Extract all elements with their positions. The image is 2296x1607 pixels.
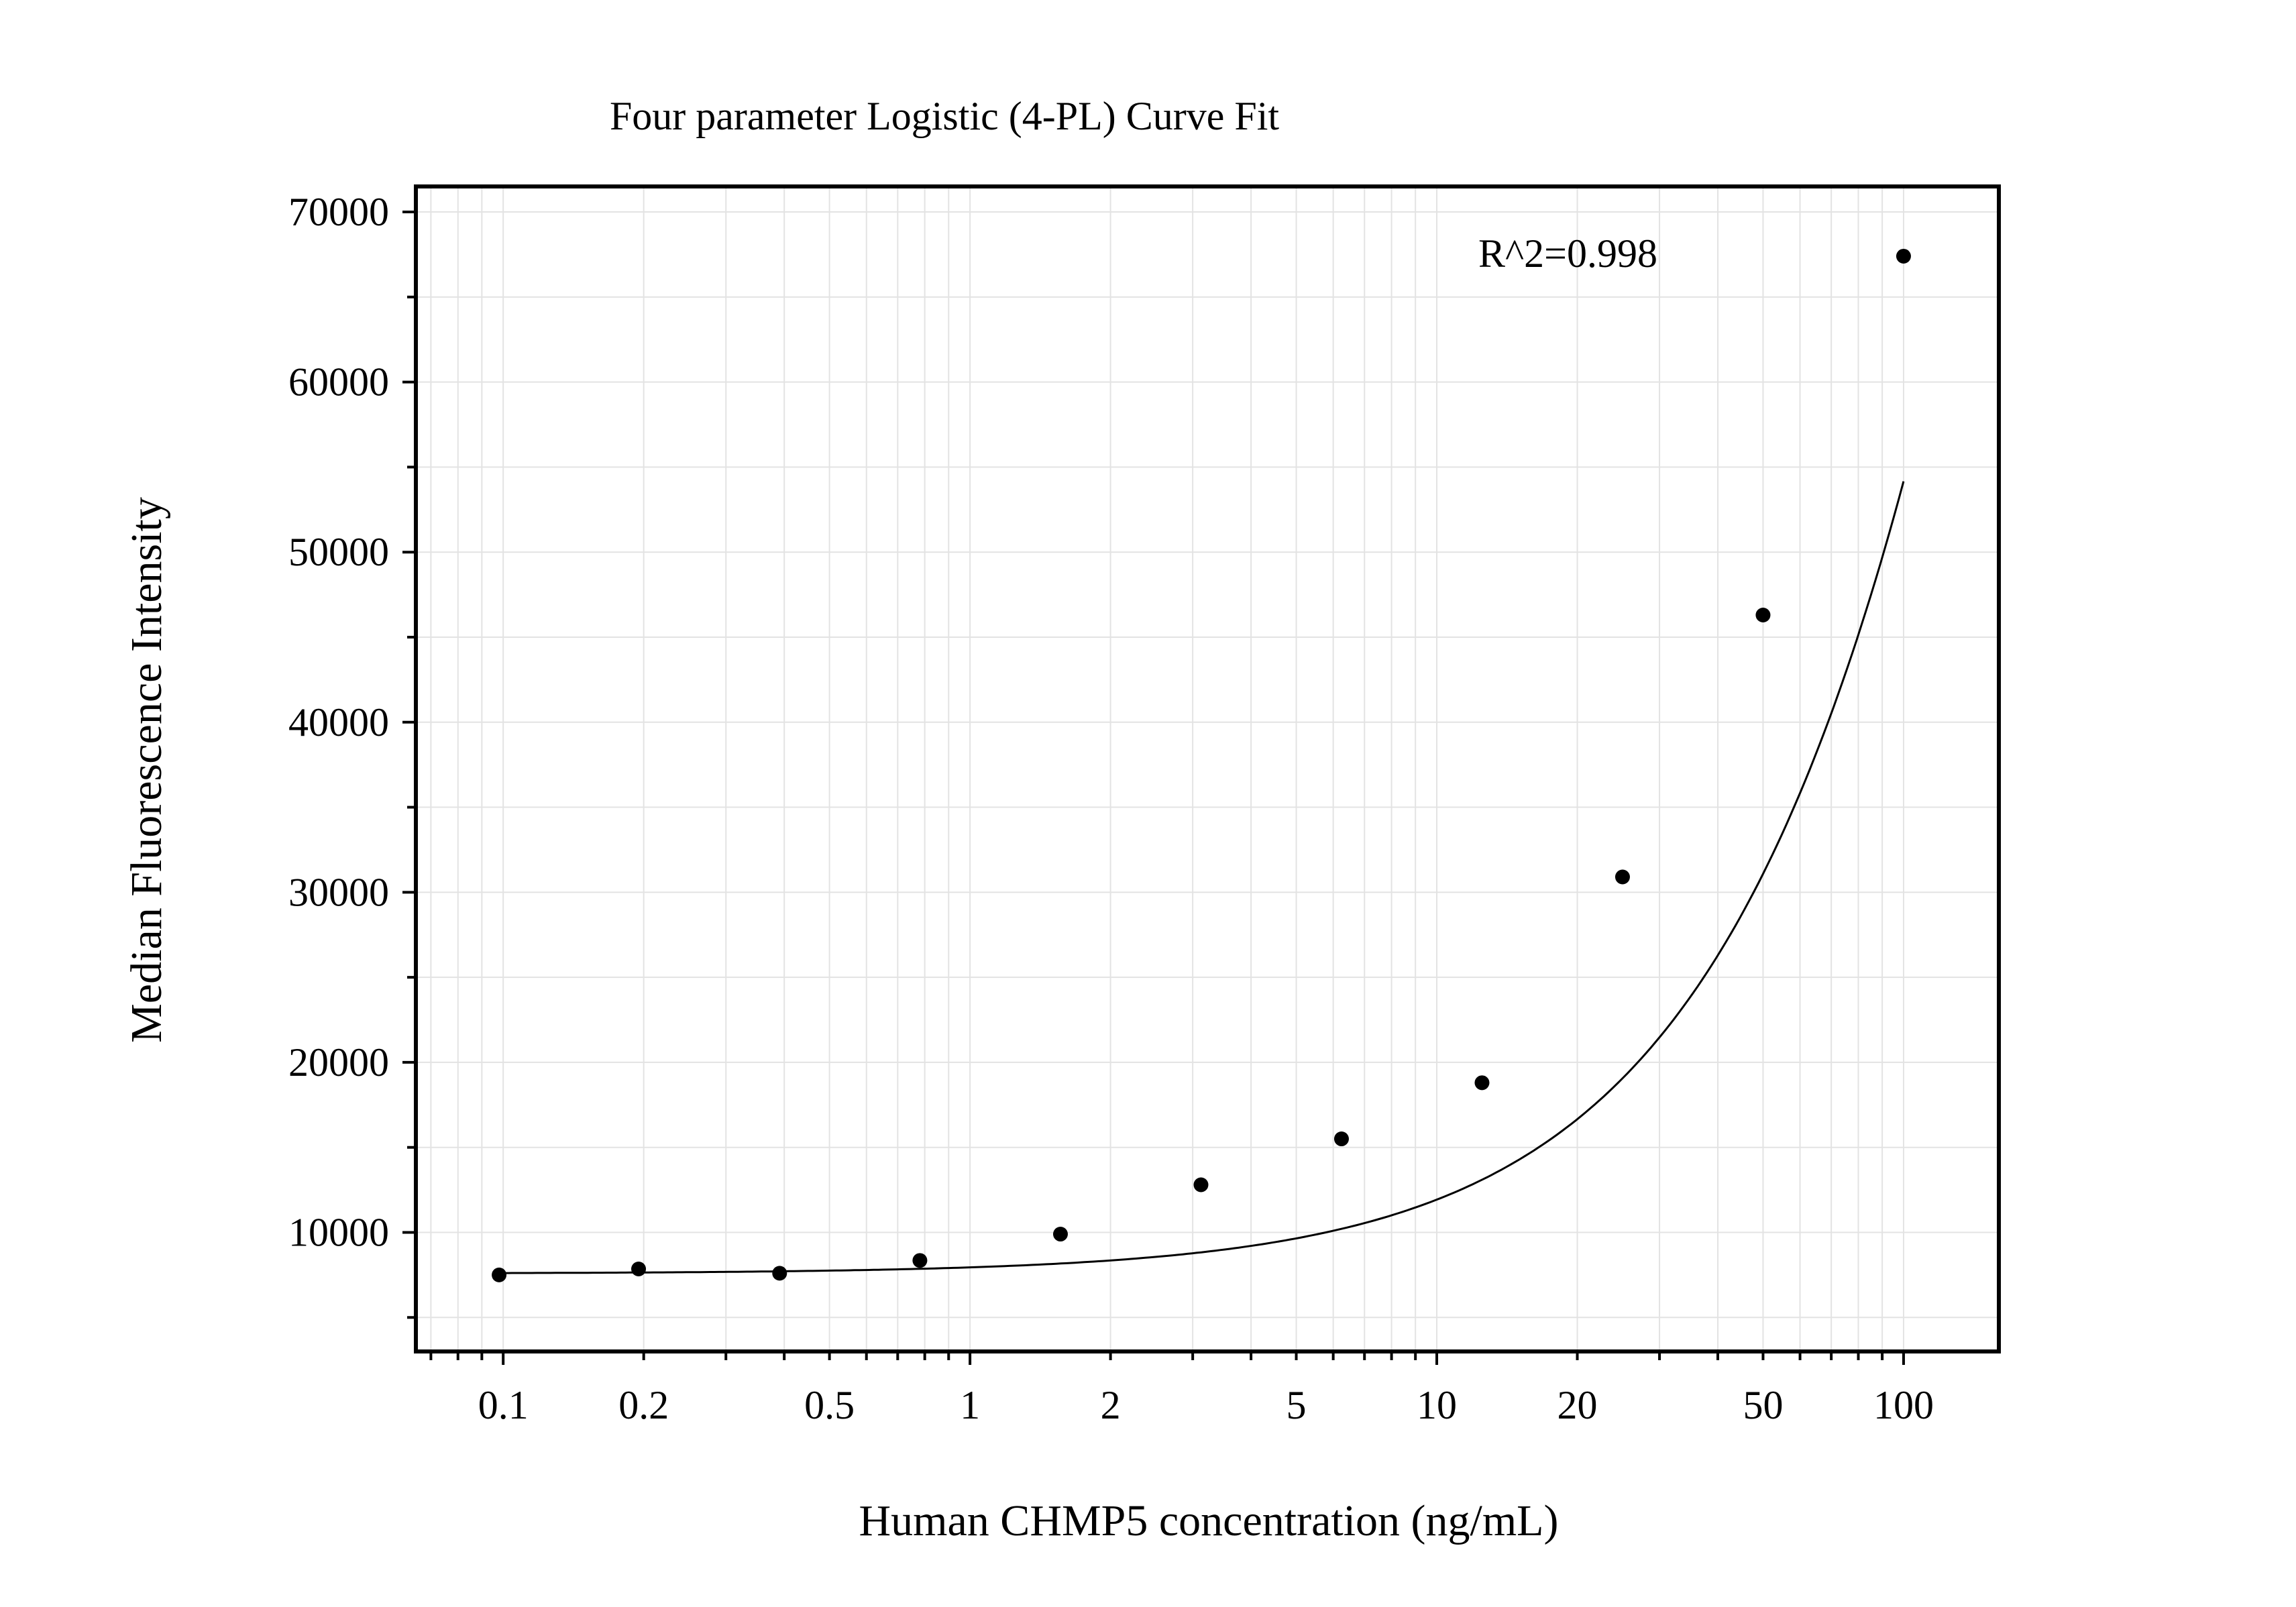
x-tick-label: 2 [1101,1383,1121,1427]
x-tick-label: 20 [1557,1383,1598,1427]
chart-title: Four parameter Logistic (4-PL) Curve Fit [610,94,1279,138]
fit-curve-layer [499,481,1905,1274]
data-point [1052,1227,1068,1242]
axis-ticks-layer: 0.1 0.2 0.5 1 2 5 10 20 50 100 10000 20000 30000 4000… [288,190,1934,1427]
x-tick-label: 0.5 [804,1383,855,1427]
data-point [1755,608,1771,623]
y-axis-label: Median Fluorescence Intensity [122,497,171,1043]
x-tick-label: 0.1 [478,1383,529,1427]
x-tick-label: 100 [1873,1383,1934,1427]
data-point [772,1266,787,1281]
x-tick-label: 50 [1743,1383,1783,1427]
y-tick-label: 20000 [288,1040,389,1085]
y-tick-label: 10000 [288,1210,389,1254]
y-tick-label: 30000 [288,870,389,914]
r-squared-annotation: R^2=0.998 [1478,231,1657,276]
x-tick-label: 5 [1287,1383,1307,1427]
x-tick-label: 0.2 [618,1383,669,1427]
data-point [1474,1075,1490,1091]
plot-frame [414,184,2001,1353]
x-tick-label: 10 [1417,1383,1457,1427]
x-axis-label: Human CHMP5 concentration (ng/mL) [859,1496,1559,1545]
y-tick-label: 40000 [288,700,389,744]
data-points-layer [492,248,1911,1282]
data-point [1615,869,1630,885]
data-point [1193,1177,1209,1193]
y-tick-label: 70000 [288,190,389,234]
data-point [492,1267,507,1282]
data-point [1333,1131,1349,1147]
y-tick-label: 50000 [288,530,389,574]
x-tick-label: 1 [960,1383,980,1427]
data-point [1896,248,1911,264]
data-point [912,1253,928,1268]
data-point [631,1262,647,1277]
y-tick-label: 60000 [288,360,389,404]
fit-curve [499,481,1905,1274]
grid-layer [416,186,1999,1351]
